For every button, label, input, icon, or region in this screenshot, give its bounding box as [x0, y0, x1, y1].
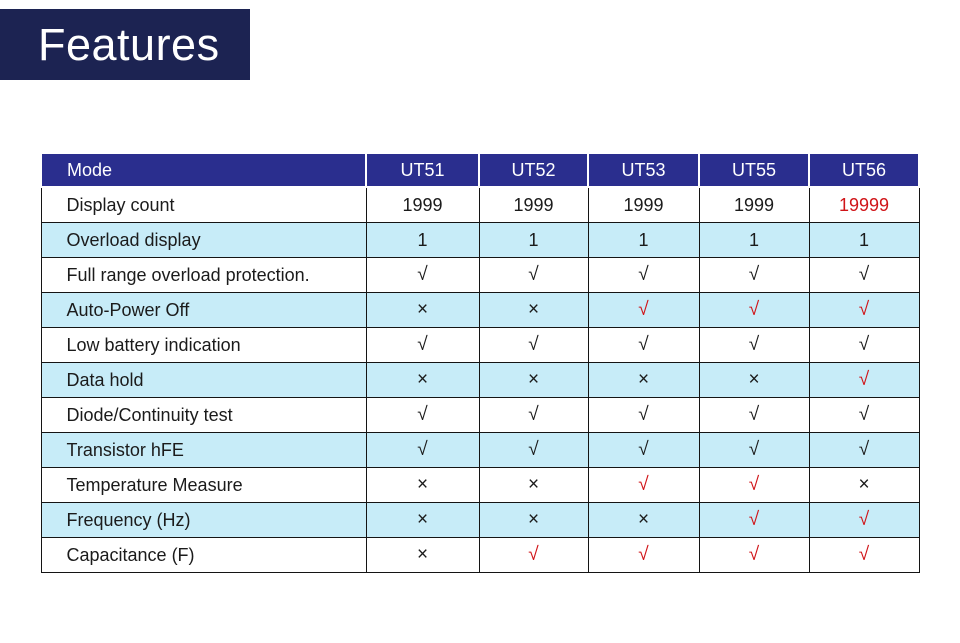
feature-cell: × — [478, 362, 589, 398]
feature-cell: √ — [478, 327, 589, 363]
feature-cell: √ — [808, 502, 920, 538]
feature-cell: √ — [808, 397, 920, 433]
feature-cell: × — [478, 502, 589, 538]
row-label: Overload display — [40, 222, 367, 258]
row-label: Transistor hFE — [40, 432, 367, 468]
features-table: Mode UT51 UT52 UT53 UT55 UT56 Display count 19… — [40, 152, 920, 573]
feature-cell: 1999 — [587, 186, 700, 223]
table-row: Diode/Continuity test √ √ √ √ √ — [40, 397, 920, 433]
feature-cell: √ — [478, 432, 589, 468]
column-header-ut53: UT53 — [587, 152, 700, 188]
feature-cell: × — [365, 362, 480, 398]
feature-cell: × — [478, 467, 589, 503]
feature-cell: √ — [587, 327, 700, 363]
feature-cell: √ — [698, 327, 810, 363]
table-row: Transistor hFE √ √ √ √ √ — [40, 432, 920, 468]
feature-cell: 1999 — [365, 186, 480, 223]
feature-cell: √ — [808, 537, 920, 573]
feature-cell: 19999 — [808, 186, 920, 223]
feature-cell: √ — [587, 432, 700, 468]
feature-cell: √ — [587, 257, 700, 293]
feature-cell: × — [365, 537, 480, 573]
feature-cell: √ — [698, 292, 810, 328]
feature-cell: 1 — [808, 222, 920, 258]
feature-cell: √ — [698, 537, 810, 573]
row-label: Temperature Measure — [40, 467, 367, 503]
feature-cell: √ — [808, 432, 920, 468]
feature-cell: √ — [365, 432, 480, 468]
table-row: Frequency (Hz) × × × √ √ — [40, 502, 920, 538]
feature-cell: √ — [587, 292, 700, 328]
table-row: Full range overload protection. √ √ √ √ √ — [40, 257, 920, 293]
feature-cell: × — [365, 502, 480, 538]
feature-cell: × — [698, 362, 810, 398]
feature-cell: × — [587, 362, 700, 398]
table-body: Display count 1999 1999 1999 1999 19999 Overlo… — [40, 186, 920, 573]
table-row: Auto-Power Off × × √ √ √ — [40, 292, 920, 328]
feature-cell: √ — [698, 397, 810, 433]
column-header-ut52: UT52 — [478, 152, 589, 188]
feature-cell: √ — [698, 467, 810, 503]
feature-cell: √ — [365, 327, 480, 363]
feature-cell: √ — [478, 537, 589, 573]
feature-cell: 1 — [587, 222, 700, 258]
feature-cell: √ — [478, 397, 589, 433]
row-label: Capacitance (F) — [40, 537, 367, 573]
feature-cell: 1999 — [698, 186, 810, 223]
row-label: Auto-Power Off — [40, 292, 367, 328]
table-row: Low battery indication √ √ √ √ √ — [40, 327, 920, 363]
table-row: Data hold × × × × √ — [40, 362, 920, 398]
row-label: Low battery indication — [40, 327, 367, 363]
feature-cell: √ — [808, 257, 920, 293]
feature-cell: × — [587, 502, 700, 538]
feature-cell: √ — [698, 257, 810, 293]
row-label: Frequency (Hz) — [40, 502, 367, 538]
page-title: Features — [38, 18, 220, 70]
feature-cell: √ — [365, 257, 480, 293]
table-header-row: Mode UT51 UT52 UT53 UT55 UT56 — [40, 152, 920, 188]
feature-cell: √ — [808, 327, 920, 363]
feature-cell: √ — [587, 467, 700, 503]
table-row: Capacitance (F) × √ √ √ √ — [40, 537, 920, 573]
row-label: Display count — [40, 186, 367, 223]
feature-cell: √ — [587, 537, 700, 573]
feature-cell: √ — [365, 397, 480, 433]
feature-cell: 1999 — [478, 186, 589, 223]
feature-cell: √ — [587, 397, 700, 433]
feature-cell: 1 — [365, 222, 480, 258]
feature-cell: √ — [478, 257, 589, 293]
feature-cell: √ — [808, 292, 920, 328]
feature-cell: √ — [698, 432, 810, 468]
feature-cell: √ — [808, 362, 920, 398]
feature-cell: 1 — [478, 222, 589, 258]
column-header-ut55: UT55 — [698, 152, 810, 188]
feature-cell: × — [365, 467, 480, 503]
row-label: Data hold — [40, 362, 367, 398]
feature-cell: √ — [698, 502, 810, 538]
feature-cell: × — [808, 467, 920, 503]
feature-cell: × — [478, 292, 589, 328]
feature-cell: 1 — [698, 222, 810, 258]
title-banner: Features — [0, 9, 250, 80]
column-header-ut56: UT56 — [808, 152, 920, 188]
column-header-ut51: UT51 — [365, 152, 480, 188]
table-row: Overload display 1 1 1 1 1 — [40, 222, 920, 258]
row-label: Full range overload protection. — [40, 257, 367, 293]
table-row: Temperature Measure × × √ √ × — [40, 467, 920, 503]
feature-cell: × — [365, 292, 480, 328]
row-label: Diode/Continuity test — [40, 397, 367, 433]
table-row: Display count 1999 1999 1999 1999 19999 — [40, 186, 920, 223]
column-header-mode: Mode — [40, 152, 367, 188]
